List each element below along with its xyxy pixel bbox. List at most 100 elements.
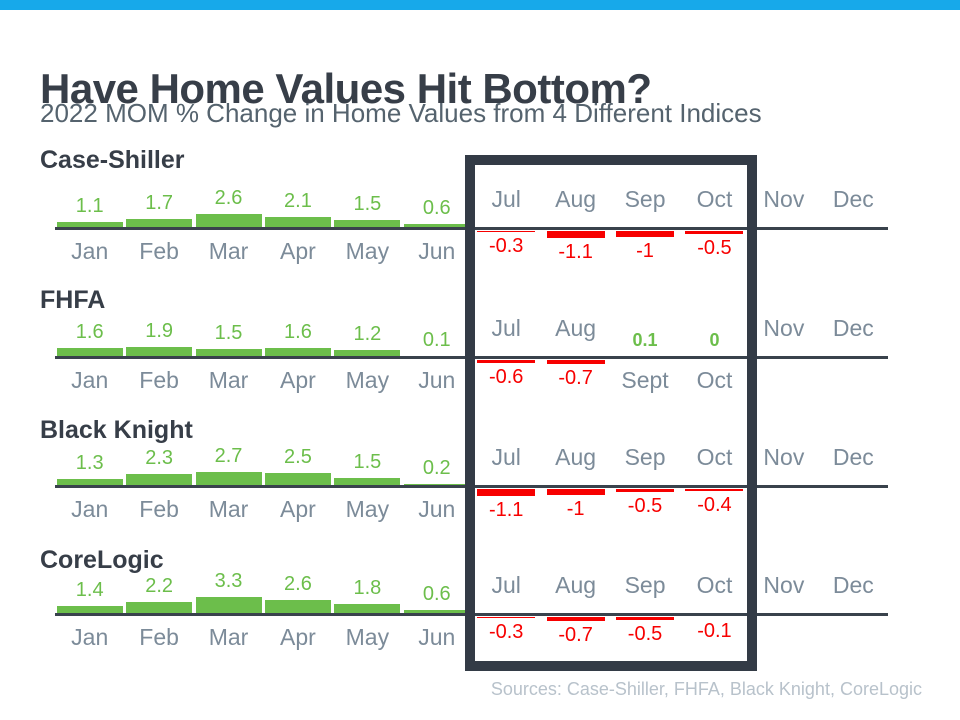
month-label: Mar bbox=[208, 624, 249, 650]
axis-line bbox=[55, 613, 888, 616]
bar-positive bbox=[264, 600, 331, 613]
bar-positive bbox=[56, 479, 123, 485]
month-label: Jan bbox=[71, 367, 109, 393]
month-label: Oct bbox=[696, 367, 733, 393]
value-label: 0.1 bbox=[422, 329, 451, 351]
value-label: 1.9 bbox=[145, 320, 174, 342]
month-label: Sep bbox=[624, 186, 666, 212]
bar-positive bbox=[195, 349, 262, 356]
bar-positive bbox=[195, 597, 262, 613]
value-label: 1.6 bbox=[284, 321, 312, 343]
bar-positive bbox=[126, 474, 193, 485]
axis-line bbox=[55, 227, 888, 230]
month-label: Jun bbox=[418, 238, 456, 264]
bar-positive bbox=[126, 219, 193, 227]
month-label: May bbox=[345, 367, 390, 393]
value-label: -0.3 bbox=[488, 235, 524, 257]
month-label: May bbox=[345, 624, 390, 650]
value-label: -1.1 bbox=[488, 499, 524, 521]
value-label: 0 bbox=[709, 330, 720, 350]
bar-positive bbox=[403, 610, 470, 613]
value-label: -1.1 bbox=[558, 241, 593, 263]
bar-negative bbox=[685, 231, 744, 234]
bar-positive bbox=[195, 472, 262, 485]
value-label: -0.3 bbox=[488, 621, 524, 643]
value-label: -0.5 bbox=[627, 623, 663, 645]
month-label: Jul bbox=[491, 315, 521, 341]
section-title-corelogic: CoreLogic bbox=[40, 546, 164, 574]
section-title-case-shiller: Case-Shiller bbox=[40, 146, 185, 174]
value-label: -0.7 bbox=[558, 624, 593, 646]
month-label: Oct bbox=[696, 444, 733, 470]
value-label: 2.1 bbox=[284, 190, 312, 212]
month-label: Aug bbox=[555, 444, 597, 470]
month-label: Feb bbox=[139, 624, 179, 650]
month-label: Sep bbox=[624, 444, 666, 470]
value-label: 2.2 bbox=[145, 575, 174, 597]
value-label: -0.4 bbox=[697, 494, 732, 516]
month-label: Feb bbox=[139, 496, 179, 522]
bar-positive bbox=[264, 348, 331, 356]
value-label: 2.6 bbox=[214, 187, 243, 209]
month-label: Mar bbox=[208, 496, 249, 522]
month-label: Jan bbox=[71, 624, 109, 650]
bar-positive bbox=[334, 478, 401, 485]
bar-negative bbox=[477, 231, 536, 232]
bar-positive bbox=[56, 606, 123, 613]
bar-positive bbox=[195, 214, 262, 227]
value-label: 0.6 bbox=[422, 197, 451, 219]
top-accent-bar bbox=[0, 0, 960, 10]
bar-negative bbox=[546, 617, 605, 621]
month-label: Nov bbox=[763, 315, 805, 341]
value-label: -0.5 bbox=[627, 495, 663, 517]
month-label: Jan bbox=[71, 496, 109, 522]
bar-positive bbox=[264, 217, 331, 227]
value-label: 2.6 bbox=[284, 573, 312, 595]
value-label: 1.3 bbox=[75, 452, 104, 474]
value-label: 1.5 bbox=[353, 193, 382, 215]
value-label: 1.2 bbox=[353, 323, 382, 345]
bar-positive bbox=[56, 222, 123, 227]
month-label: Dec bbox=[832, 444, 874, 470]
value-label: 1.7 bbox=[145, 192, 174, 214]
month-label: Mar bbox=[208, 367, 249, 393]
month-label: Dec bbox=[832, 572, 874, 598]
month-label: Jan bbox=[71, 238, 109, 264]
bar-positive bbox=[56, 348, 123, 356]
month-label: Apr bbox=[280, 238, 316, 264]
value-label: 1.1 bbox=[75, 195, 104, 217]
value-label: 3.3 bbox=[214, 570, 243, 592]
month-label: Aug bbox=[555, 315, 597, 341]
month-label: Dec bbox=[832, 186, 874, 212]
month-label: Sept bbox=[621, 367, 669, 393]
value-label: 1.8 bbox=[353, 577, 382, 599]
bar-positive bbox=[334, 604, 401, 613]
month-label: Nov bbox=[763, 572, 805, 598]
month-label: Oct bbox=[696, 572, 733, 598]
section-title-fhfa: FHFA bbox=[40, 286, 106, 314]
bar-positive bbox=[403, 224, 470, 227]
value-label: -1 bbox=[636, 240, 654, 262]
value-label: 1.5 bbox=[214, 322, 243, 344]
month-label: Nov bbox=[763, 444, 805, 470]
bar-positive bbox=[264, 473, 331, 485]
page-subtitle: 2022 MOM % Change in Home Values from 4 … bbox=[40, 98, 762, 128]
bar-negative bbox=[546, 360, 605, 364]
month-label: Jul bbox=[491, 444, 521, 470]
value-label: 1.4 bbox=[75, 579, 104, 601]
axis-line bbox=[55, 356, 888, 359]
value-label: -0.1 bbox=[697, 620, 732, 642]
value-label: -0.7 bbox=[558, 367, 593, 389]
value-label: 2.7 bbox=[214, 445, 243, 467]
bar-negative bbox=[546, 489, 605, 495]
month-label: Feb bbox=[139, 367, 179, 393]
bar-negative bbox=[616, 231, 675, 237]
bar-positive bbox=[334, 350, 401, 356]
bar-negative bbox=[477, 489, 536, 496]
month-label: Feb bbox=[139, 238, 179, 264]
value-label: 0.2 bbox=[422, 457, 451, 479]
value-label: 1.6 bbox=[75, 321, 104, 343]
month-label: Apr bbox=[280, 624, 316, 650]
month-label: Jul bbox=[491, 186, 521, 212]
axis-line bbox=[55, 485, 888, 488]
